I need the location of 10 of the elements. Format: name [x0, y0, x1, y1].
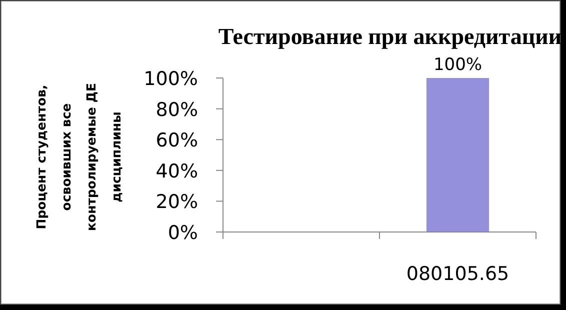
y-tick-label: 20%: [156, 191, 198, 214]
y-tick-label: 40%: [156, 160, 198, 182]
y-tick-label: 0%: [168, 222, 198, 244]
y-tick-label: 100%: [144, 68, 198, 90]
y-tick-label: 60%: [156, 130, 198, 152]
x-tick-label: 080105.65: [406, 263, 510, 285]
chart-title: Тестирование при аккредитации: [218, 24, 562, 49]
y-axis-title: Процент студентов, освоивших все контролируемые ДЕ дисциплины: [34, 83, 124, 231]
y-tick-label: 80%: [156, 98, 198, 121]
data-label: 100%: [433, 55, 482, 75]
